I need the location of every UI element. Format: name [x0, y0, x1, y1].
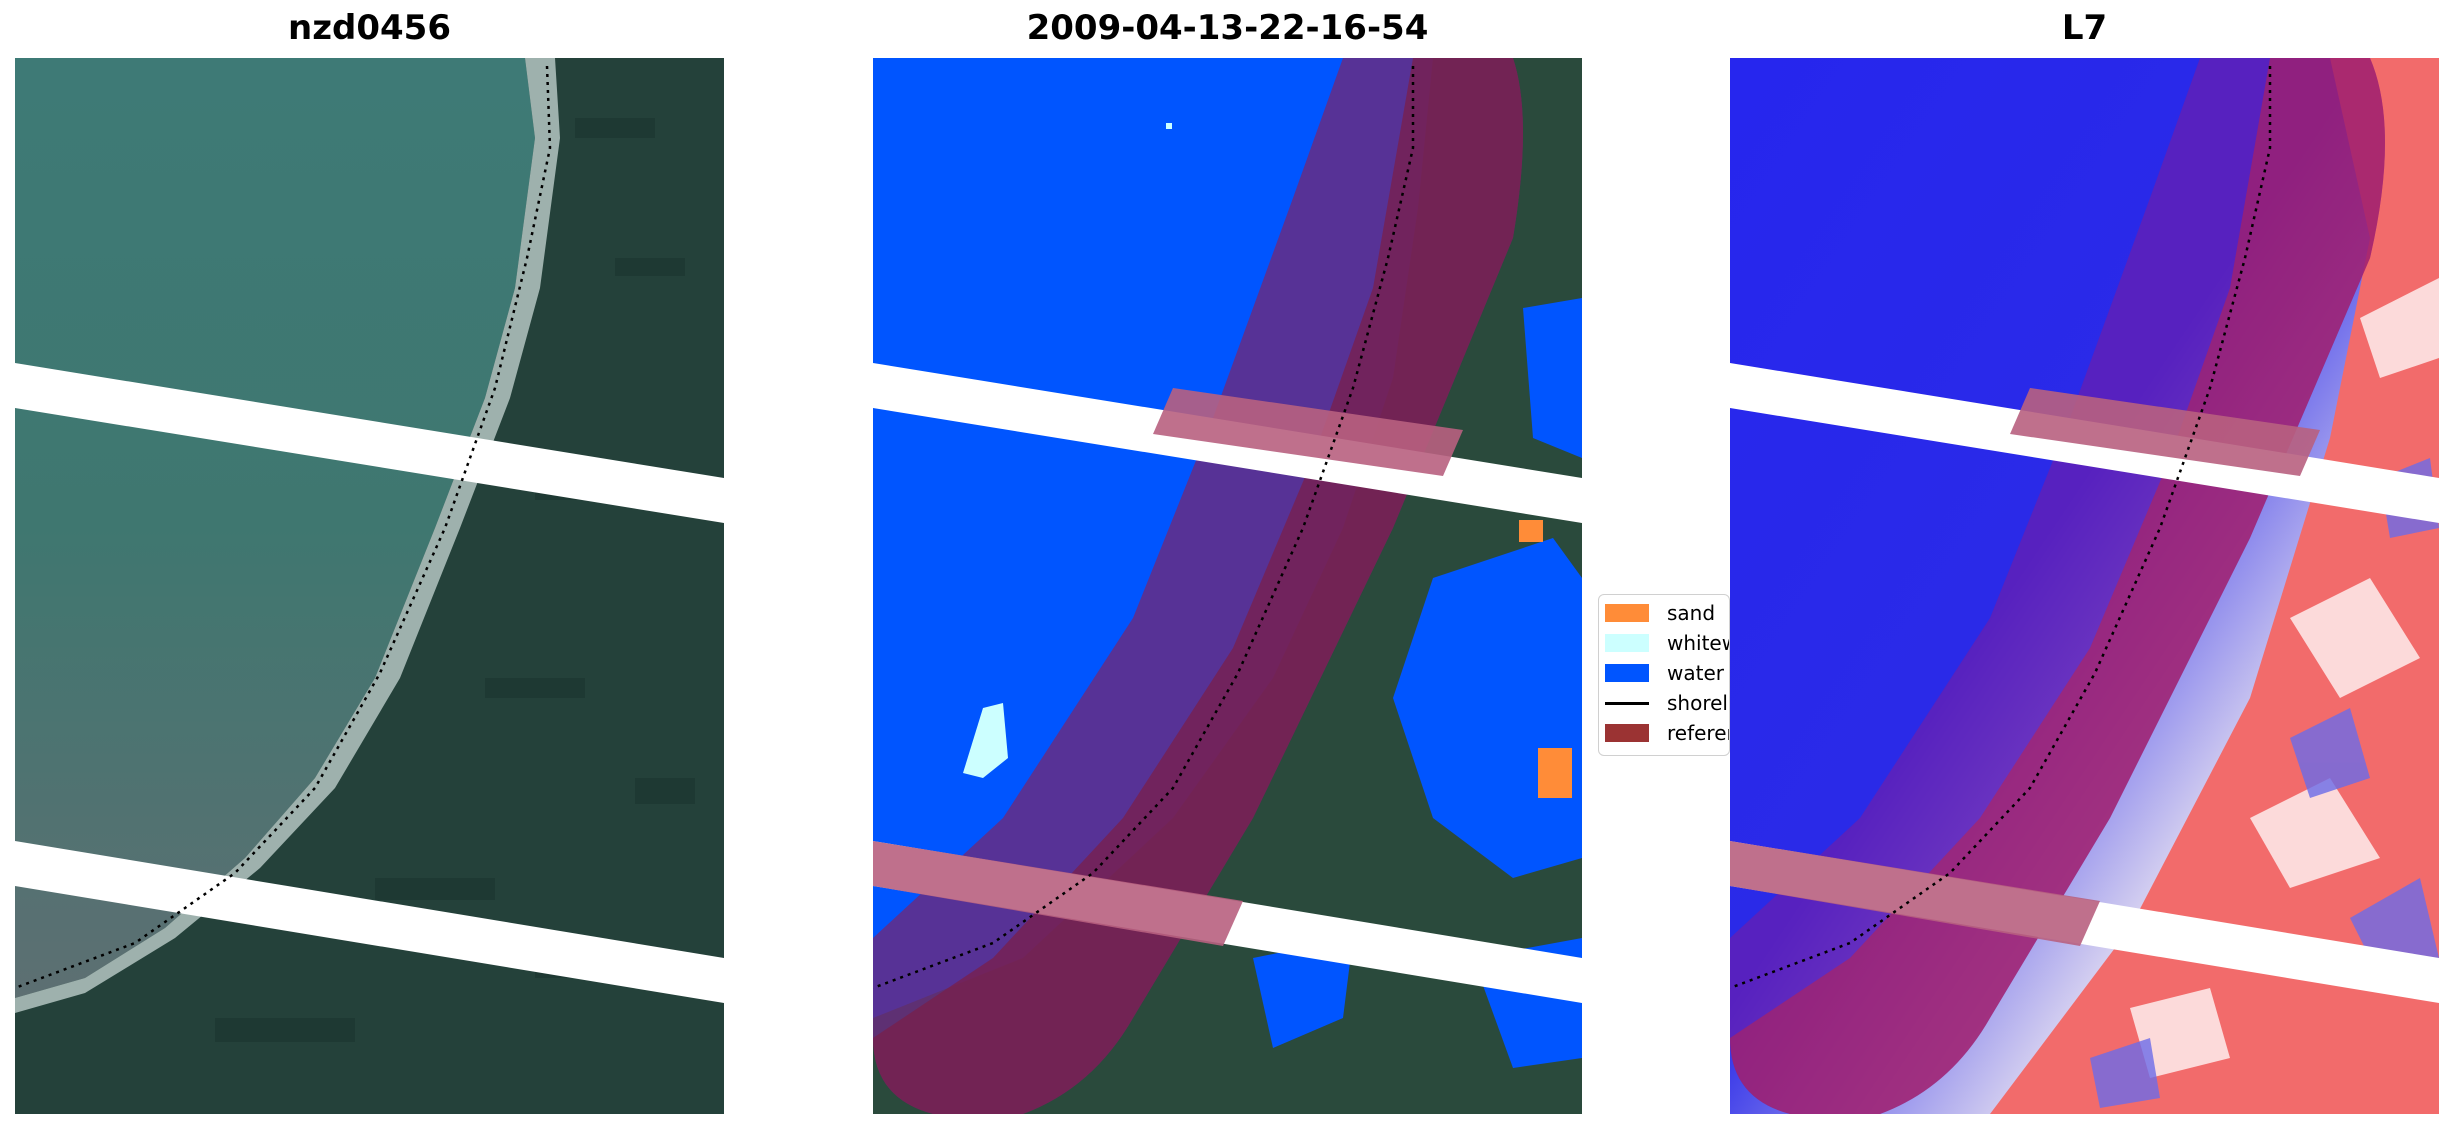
- classification-panel: [873, 58, 1582, 1114]
- legend-item-sand: sand: [1605, 601, 1715, 625]
- shoreline-line: [1605, 701, 1649, 705]
- legend-label-water: water: [1667, 661, 1724, 685]
- sand-swatch: [1605, 604, 1649, 622]
- legend-label-shoreline: shorel: [1667, 691, 1728, 715]
- legend-label-sand: sand: [1667, 601, 1716, 625]
- water-swatch: [1605, 664, 1649, 682]
- panel-title-rgb: nzd0456: [288, 8, 451, 48]
- whitewater-swatch: [1605, 634, 1649, 652]
- rgb-image-panel: [15, 58, 724, 1114]
- panel-title-classification: 2009-04-13-22-16-54: [1026, 8, 1429, 48]
- legend-item-reference: referer: [1605, 721, 1730, 745]
- legend-item-shoreline: shorel: [1605, 691, 1728, 715]
- panel-title-index: L7: [2061, 8, 2108, 48]
- reference-swatch: [1605, 724, 1649, 742]
- index-panel: [1730, 58, 2439, 1114]
- legend-label-reference: referer: [1667, 721, 1730, 745]
- legend-item-water: water: [1605, 661, 1724, 685]
